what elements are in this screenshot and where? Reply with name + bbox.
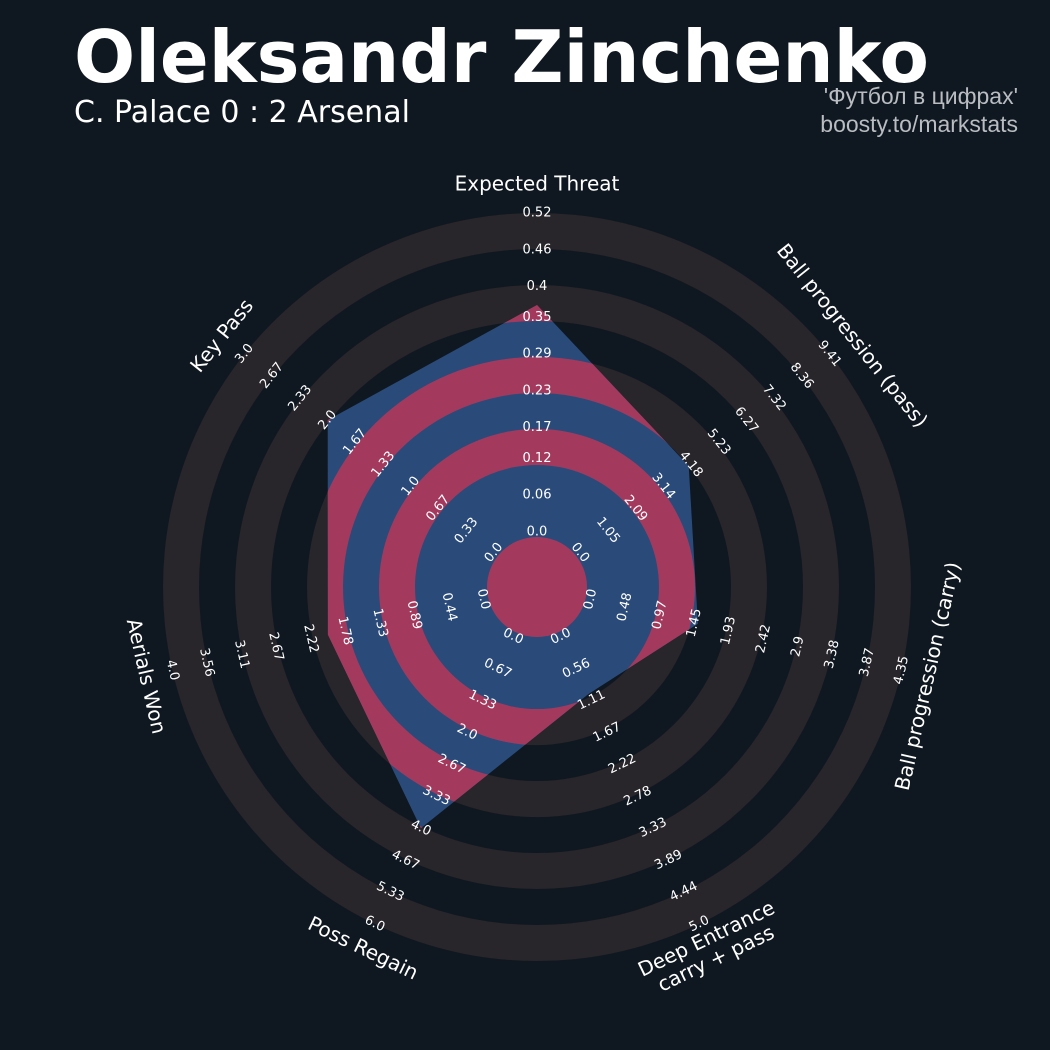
axis-label: Aerials Won <box>122 616 172 736</box>
tick-label: 0.52 <box>523 206 552 221</box>
chart-title: Oleksandr Zinchenko <box>74 15 929 99</box>
tick-label: 0.89 <box>404 599 425 631</box>
credit: 'Футбол в цифрах' <box>824 83 1018 109</box>
tick-label: 2.67 <box>265 631 286 663</box>
tick-label: 1.93 <box>718 615 739 647</box>
tick-label: 2.42 <box>753 623 774 655</box>
tick-label: 2.9 <box>788 635 807 659</box>
tick-label: 1.78 <box>334 615 355 647</box>
axis-label: Expected Threat <box>455 172 620 196</box>
tick-label: 0.48 <box>614 591 635 623</box>
tick-label: 2.22 <box>300 623 321 655</box>
tick-label: 3.38 <box>822 639 843 671</box>
credit: boosty.to/markstats <box>820 111 1018 137</box>
tick-label: 3.56 <box>196 647 217 679</box>
tick-label: 0.06 <box>523 488 552 503</box>
tick-label: 0.0 <box>527 525 548 540</box>
tick-label: 0.17 <box>523 420 552 435</box>
tick-label: 0.23 <box>523 383 552 398</box>
tick-label: 1.45 <box>684 607 705 639</box>
tick-label: 0.44 <box>439 591 460 623</box>
tick-label: 0.46 <box>523 242 552 257</box>
tick-label: 1.33 <box>369 607 390 639</box>
tick-label: 0.0 <box>581 587 600 611</box>
ring-overlap <box>487 537 587 637</box>
chart-subtitle: C. Palace 0 : 2 Arsenal <box>74 95 410 130</box>
tick-label: 4.35 <box>891 654 912 686</box>
tick-label: 4.0 <box>163 658 182 682</box>
tick-label: 0.35 <box>523 310 552 325</box>
tick-label: 3.87 <box>857 647 878 679</box>
tick-label: 0.0 <box>474 587 493 611</box>
tick-label: 3.11 <box>231 639 252 671</box>
tick-label: 0.29 <box>523 347 552 362</box>
tick-label: 0.12 <box>523 451 552 466</box>
tick-label: 0.4 <box>527 279 548 294</box>
tick-label: 0.97 <box>649 599 670 631</box>
overlap <box>327 305 698 829</box>
